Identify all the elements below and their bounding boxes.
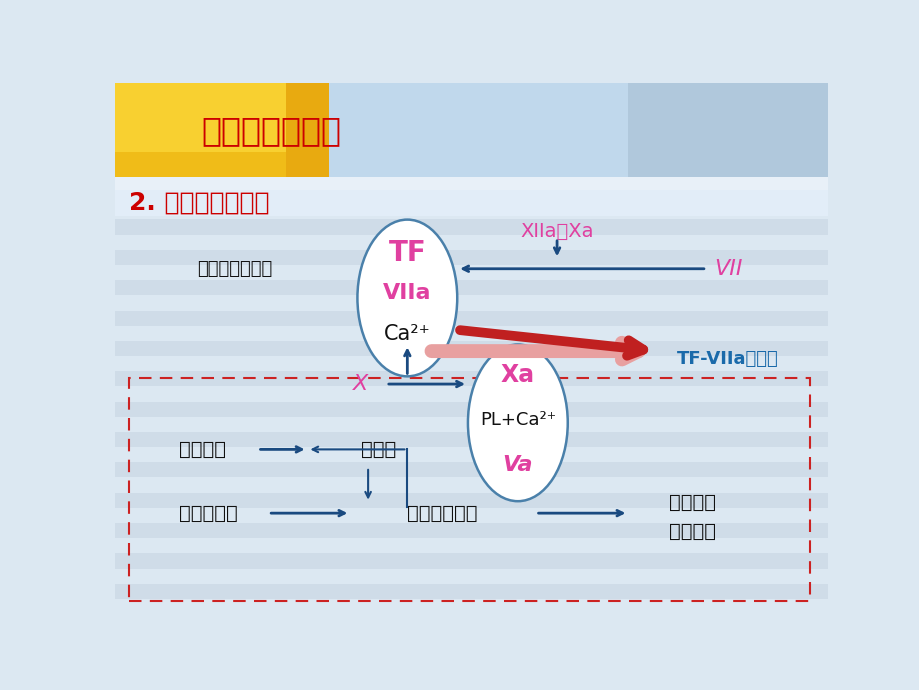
- Bar: [115, 523, 827, 538]
- Text: Xa: Xa: [500, 363, 534, 387]
- Bar: [115, 553, 827, 569]
- Bar: [115, 174, 827, 189]
- Ellipse shape: [357, 219, 457, 376]
- Bar: [115, 402, 827, 417]
- Text: VIIa: VIIa: [382, 283, 431, 303]
- Polygon shape: [286, 83, 343, 179]
- Text: 纤维蛋白单体: 纤维蛋白单体: [407, 504, 477, 522]
- Text: Ca²⁺: Ca²⁺: [383, 324, 430, 344]
- Bar: [115, 204, 827, 219]
- Bar: [115, 250, 827, 265]
- Polygon shape: [329, 83, 827, 179]
- Bar: [115, 447, 827, 462]
- Text: XIIa，Xa: XIIa，Xa: [520, 222, 593, 241]
- Bar: [115, 462, 827, 477]
- Bar: [115, 265, 827, 280]
- Bar: [115, 310, 827, 326]
- Text: 凝血酶: 凝血酶: [360, 440, 396, 459]
- Bar: [115, 190, 827, 215]
- Text: 凝血酶原: 凝血酶原: [179, 440, 226, 459]
- Polygon shape: [115, 83, 343, 179]
- Text: TF: TF: [388, 239, 425, 267]
- Polygon shape: [329, 83, 628, 179]
- Bar: [115, 83, 827, 98]
- Text: PL+Ca²⁺: PL+Ca²⁺: [480, 411, 555, 429]
- Polygon shape: [115, 83, 286, 152]
- Text: 交联纤维: 交联纤维: [668, 493, 715, 512]
- Bar: [115, 280, 827, 295]
- Bar: [115, 508, 827, 523]
- Bar: [115, 177, 827, 192]
- Text: 蛋白凝块: 蛋白凝块: [668, 522, 715, 541]
- Bar: [115, 356, 827, 371]
- Bar: [115, 219, 827, 235]
- Bar: [115, 98, 827, 113]
- Text: 2. 外源性凝血系统: 2. 外源性凝血系统: [129, 191, 269, 215]
- Bar: [129, 377, 810, 601]
- Text: 外源性凝血系统: 外源性凝血系统: [197, 259, 272, 278]
- Bar: [115, 159, 827, 174]
- Bar: [115, 538, 827, 553]
- Text: TF-VIIa复合物: TF-VIIa复合物: [676, 350, 778, 368]
- Text: X: X: [353, 374, 369, 394]
- Bar: [115, 326, 827, 341]
- Bar: [115, 569, 827, 584]
- Bar: [115, 235, 827, 250]
- Bar: [115, 584, 827, 599]
- Bar: [115, 599, 827, 614]
- Bar: [115, 417, 827, 432]
- Text: VII: VII: [713, 259, 742, 279]
- Text: 纤维蛋白原: 纤维蛋白原: [179, 504, 238, 522]
- Bar: [115, 386, 827, 402]
- Bar: [115, 493, 827, 508]
- Ellipse shape: [468, 344, 567, 501]
- Bar: [115, 189, 827, 204]
- Bar: [115, 371, 827, 386]
- Bar: [115, 144, 827, 159]
- Bar: [115, 128, 827, 144]
- Bar: [115, 432, 827, 447]
- Text: 凝血系统的激活: 凝血系统的激活: [201, 114, 342, 147]
- Bar: [115, 477, 827, 493]
- Text: Va: Va: [502, 455, 532, 475]
- Bar: [115, 341, 827, 356]
- Bar: [115, 295, 827, 310]
- Bar: [115, 113, 827, 128]
